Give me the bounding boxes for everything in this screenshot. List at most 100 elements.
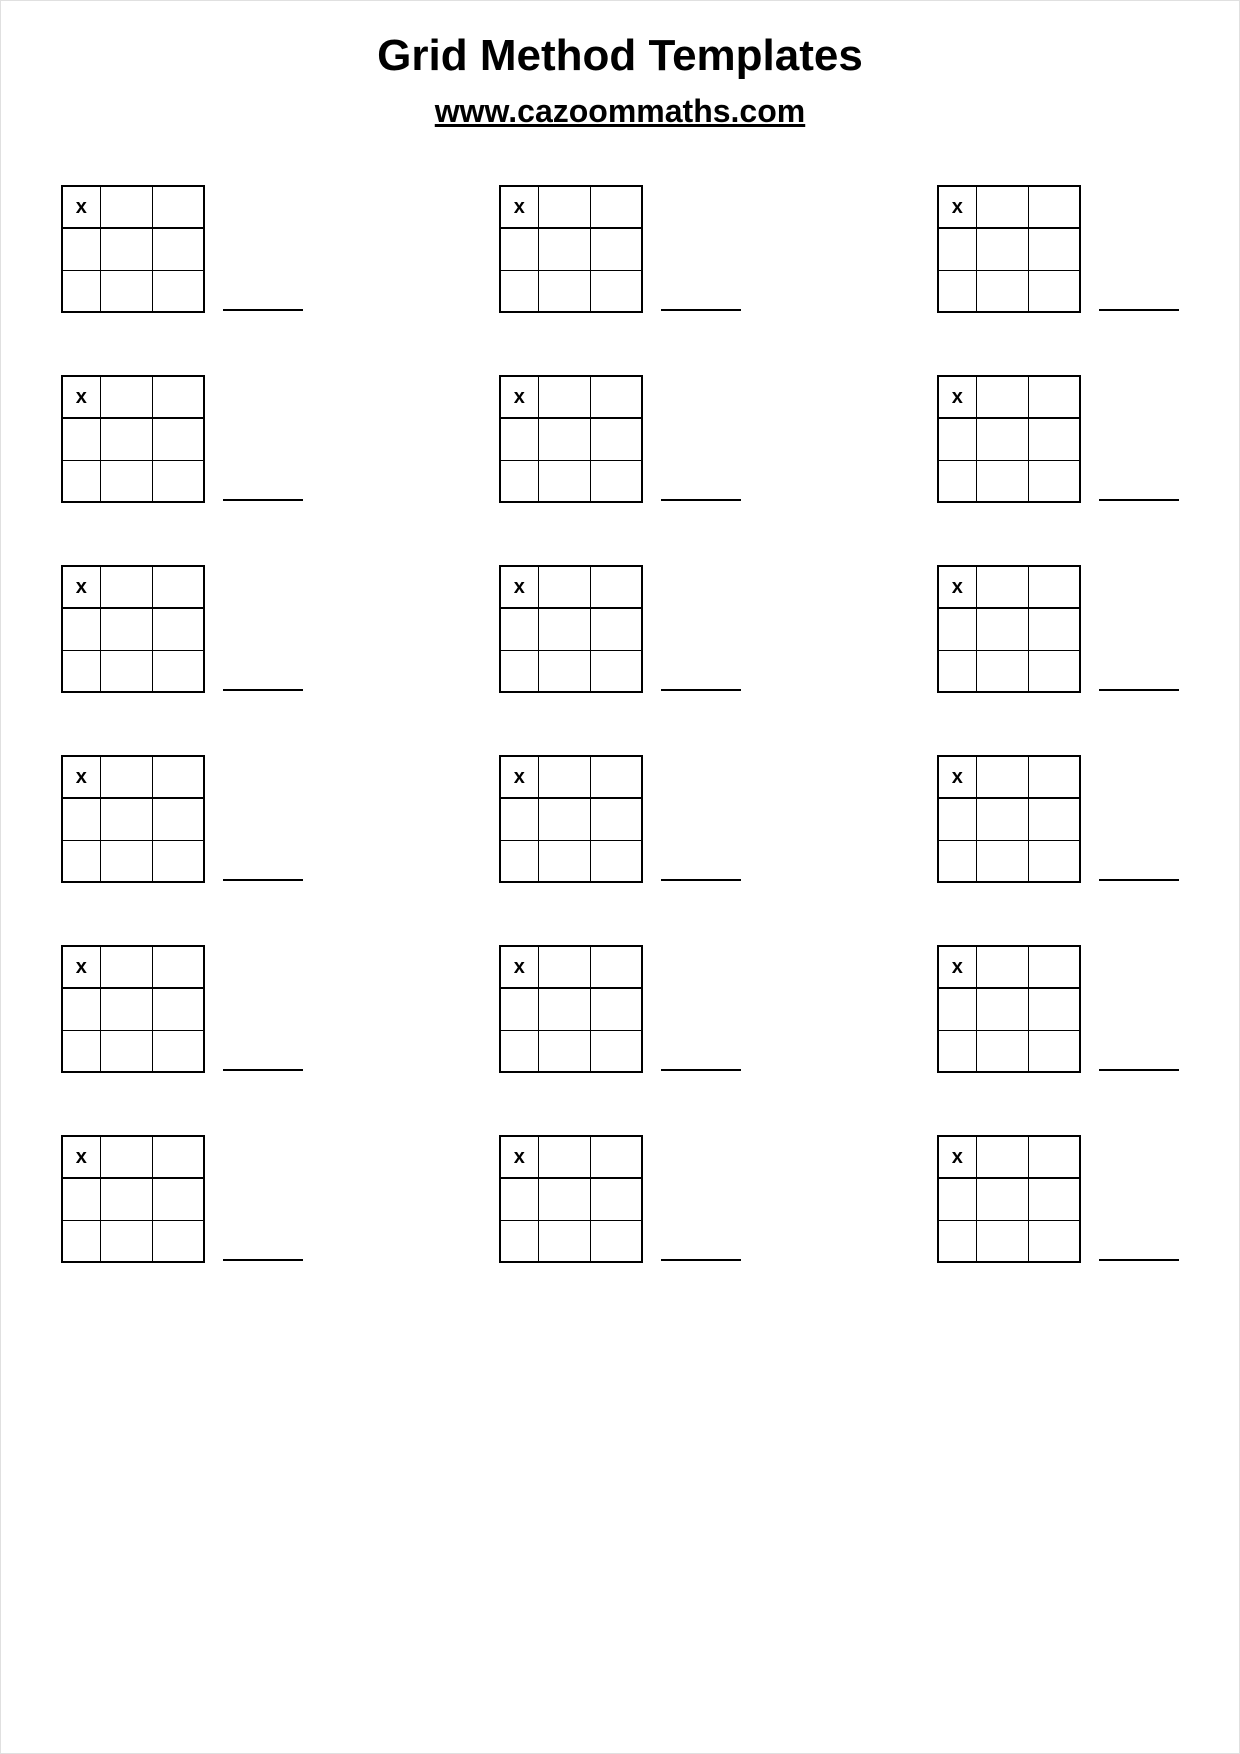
grid-corner-label: x [500, 756, 538, 798]
answer-line [1099, 499, 1179, 501]
grid-header-cell [1028, 1136, 1080, 1178]
grid-row-header-cell [62, 460, 100, 502]
grid-cell [1028, 270, 1080, 312]
grid-cell [590, 988, 642, 1030]
grid-cell [100, 608, 152, 650]
grid-header-cell [538, 1136, 590, 1178]
grid-cell [1028, 650, 1080, 692]
grid-cell [538, 608, 590, 650]
grid-row-header-cell [62, 988, 100, 1030]
grid-corner-label: x [938, 1136, 976, 1178]
multiplication-grid: x [937, 375, 1081, 503]
grid-cell [152, 650, 204, 692]
grid-row-header-cell [500, 650, 538, 692]
grid-row-header-cell [938, 798, 976, 840]
grid-cell [976, 1178, 1028, 1220]
grid-header-cell [538, 186, 590, 228]
grid-cell [590, 798, 642, 840]
multiplication-grid: x [937, 1135, 1081, 1263]
grid-unit: x [937, 185, 1179, 313]
grid-corner-label: x [500, 186, 538, 228]
grid-row-header-cell [938, 650, 976, 692]
grid-row-header-cell [938, 1178, 976, 1220]
grid-cell [152, 840, 204, 882]
grid-cell [538, 798, 590, 840]
grid-header-cell [538, 756, 590, 798]
page-header: Grid Method Templates www.cazoommaths.co… [51, 31, 1189, 130]
answer-line [661, 1069, 741, 1071]
grid-row-header-cell [62, 1220, 100, 1262]
answer-line [223, 879, 303, 881]
grid-cell [538, 840, 590, 882]
grid-cell [152, 1030, 204, 1072]
worksheet-page: Grid Method Templates www.cazoommaths.co… [1, 1, 1239, 1753]
grid-unit: x [499, 945, 741, 1073]
multiplication-grid: x [499, 945, 643, 1073]
grid-cell [590, 1178, 642, 1220]
grid-cell [976, 228, 1028, 270]
multiplication-grid: x [499, 1135, 643, 1263]
grid-unit: x [499, 185, 741, 313]
grid-cell [590, 270, 642, 312]
grid-cell [100, 1030, 152, 1072]
answer-line [661, 499, 741, 501]
grid-header-cell [976, 376, 1028, 418]
grid-header-cell [590, 1136, 642, 1178]
grid-cell [538, 1220, 590, 1262]
grid-header-cell [100, 566, 152, 608]
grid-cell [590, 1030, 642, 1072]
grid-header-cell [152, 566, 204, 608]
multiplication-grid: x [937, 755, 1081, 883]
grid-cell [152, 1220, 204, 1262]
grid-row-header-cell [62, 1030, 100, 1072]
answer-line [223, 1259, 303, 1261]
grid-header-cell [976, 186, 1028, 228]
grid-row: xxx [61, 945, 1179, 1073]
grid-header-cell [976, 566, 1028, 608]
grid-cell [976, 840, 1028, 882]
multiplication-grid: x [499, 375, 643, 503]
grid-unit: x [61, 185, 303, 313]
grid-row-header-cell [62, 228, 100, 270]
grid-cell [100, 270, 152, 312]
grid-row: xxx [61, 375, 1179, 503]
grid-row-header-cell [938, 1030, 976, 1072]
grid-cell [538, 1178, 590, 1220]
grid-corner-label: x [938, 566, 976, 608]
grid-unit: x [937, 375, 1179, 503]
grid-header-cell [538, 566, 590, 608]
grid-cell [1028, 460, 1080, 502]
grid-cell [100, 650, 152, 692]
grid-row-header-cell [500, 608, 538, 650]
multiplication-grid: x [61, 1135, 205, 1263]
grid-corner-label: x [938, 186, 976, 228]
grid-cell [538, 270, 590, 312]
grid-row-header-cell [938, 1220, 976, 1262]
grid-cell [1028, 988, 1080, 1030]
grid-unit: x [937, 755, 1179, 883]
grid-header-cell [100, 186, 152, 228]
grid-row-header-cell [500, 1178, 538, 1220]
grid-cell [976, 650, 1028, 692]
grid-cell [152, 270, 204, 312]
grid-row-header-cell [62, 270, 100, 312]
grid-cell [590, 840, 642, 882]
grid-corner-label: x [62, 756, 100, 798]
grid-header-cell [152, 756, 204, 798]
grid-row-header-cell [500, 270, 538, 312]
grid-unit: x [61, 1135, 303, 1263]
grid-row-header-cell [938, 840, 976, 882]
multiplication-grid: x [61, 185, 205, 313]
grid-row-header-cell [62, 608, 100, 650]
grid-header-cell [1028, 376, 1080, 418]
answer-line [223, 309, 303, 311]
grid-row: xxx [61, 185, 1179, 313]
grid-header-cell [976, 1136, 1028, 1178]
grid-unit: x [499, 375, 741, 503]
grid-row: xxx [61, 755, 1179, 883]
grid-header-cell [538, 376, 590, 418]
multiplication-grid: x [937, 945, 1081, 1073]
grid-cell [538, 988, 590, 1030]
grid-unit: x [499, 1135, 741, 1263]
grid-row-header-cell [938, 988, 976, 1030]
